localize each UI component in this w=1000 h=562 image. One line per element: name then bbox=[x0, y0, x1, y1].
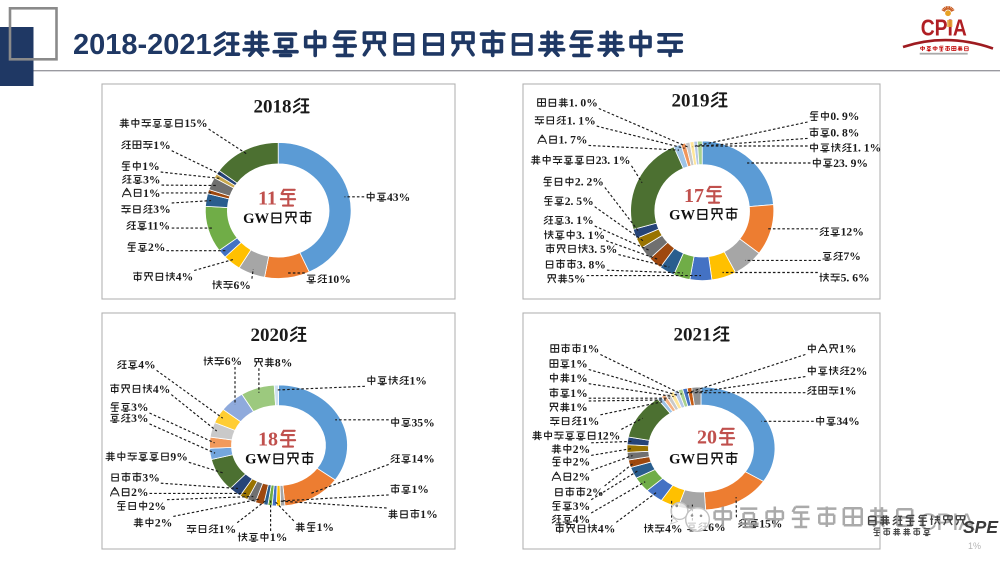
svg-text:18: 18 bbox=[258, 429, 278, 451]
svg-text:12%: 12% bbox=[597, 430, 620, 443]
svg-text:8%: 8% bbox=[275, 357, 292, 370]
svg-text:3%: 3% bbox=[153, 203, 170, 216]
svg-text:34%: 34% bbox=[837, 415, 860, 428]
svg-text:1%: 1% bbox=[839, 343, 856, 356]
svg-text:15%: 15% bbox=[759, 517, 782, 530]
svg-text:10%: 10% bbox=[328, 273, 351, 286]
svg-text:1%: 1% bbox=[570, 387, 587, 400]
svg-text:1%: 1% bbox=[153, 139, 170, 152]
svg-text:1%: 1% bbox=[420, 508, 437, 521]
svg-text:2%: 2% bbox=[149, 500, 166, 513]
svg-text:3%: 3% bbox=[573, 500, 590, 513]
svg-text:12%: 12% bbox=[841, 226, 864, 239]
svg-text:3%: 3% bbox=[131, 412, 148, 425]
svg-text:1. 7%: 1. 7% bbox=[559, 134, 588, 147]
svg-text:1%: 1% bbox=[270, 531, 287, 544]
svg-text:GW: GW bbox=[245, 452, 271, 468]
svg-text:23. 9%: 23. 9% bbox=[833, 157, 868, 170]
svg-text:6%: 6% bbox=[708, 521, 725, 534]
svg-text:3%: 3% bbox=[143, 173, 160, 186]
svg-text:1. 0%: 1. 0% bbox=[569, 97, 598, 110]
svg-text:4%: 4% bbox=[138, 359, 155, 372]
svg-text:15%: 15% bbox=[184, 117, 207, 130]
svg-text:14%: 14% bbox=[412, 453, 435, 466]
svg-text:35%: 35% bbox=[412, 416, 435, 429]
svg-text:3. 1%: 3. 1% bbox=[576, 229, 605, 242]
svg-text:1%: 1% bbox=[570, 401, 587, 414]
svg-text:2018-2021: 2018-2021 bbox=[73, 29, 212, 61]
svg-text:2021: 2021 bbox=[674, 324, 712, 345]
svg-text:1%: 1% bbox=[317, 521, 334, 534]
svg-text:1%: 1% bbox=[219, 523, 236, 536]
svg-text:2019: 2019 bbox=[672, 90, 710, 111]
svg-text:11: 11 bbox=[258, 188, 277, 210]
svg-text:43%: 43% bbox=[387, 191, 410, 204]
svg-text:GW: GW bbox=[243, 211, 269, 227]
svg-text:7%: 7% bbox=[844, 250, 861, 263]
svg-text:23. 1%: 23. 1% bbox=[596, 154, 631, 167]
svg-text:3%: 3% bbox=[131, 401, 148, 414]
svg-text:17: 17 bbox=[684, 185, 704, 207]
svg-text:2%: 2% bbox=[850, 365, 867, 378]
svg-text:6%: 6% bbox=[234, 279, 251, 292]
svg-text:0. 8%: 0. 8% bbox=[830, 127, 859, 140]
svg-text:4%: 4% bbox=[665, 523, 682, 536]
svg-text:20: 20 bbox=[697, 427, 717, 449]
svg-text:2020: 2020 bbox=[251, 325, 289, 346]
svg-text:SPE: SPE bbox=[963, 517, 999, 537]
svg-text:1%: 1% bbox=[570, 372, 587, 385]
svg-text:3. 1%: 3. 1% bbox=[565, 214, 594, 227]
svg-text:4%: 4% bbox=[573, 513, 590, 526]
svg-text:5. 6%: 5. 6% bbox=[841, 272, 870, 285]
svg-text:GW: GW bbox=[669, 452, 695, 468]
svg-text:5%: 5% bbox=[568, 273, 585, 286]
svg-text:2%: 2% bbox=[586, 486, 603, 499]
svg-text:2%: 2% bbox=[155, 517, 172, 530]
svg-text:2%: 2% bbox=[573, 443, 590, 456]
svg-text:2. 2%: 2. 2% bbox=[575, 176, 604, 189]
svg-text:9%: 9% bbox=[170, 451, 187, 464]
svg-text:GW: GW bbox=[669, 207, 695, 223]
svg-text:3. 5%: 3. 5% bbox=[588, 243, 617, 256]
svg-text:1%: 1% bbox=[839, 385, 856, 398]
svg-text:1%: 1% bbox=[412, 483, 429, 496]
svg-text:0. 9%: 0. 9% bbox=[830, 110, 859, 123]
svg-text:2%: 2% bbox=[131, 486, 148, 499]
svg-text:4%: 4% bbox=[176, 271, 193, 284]
svg-text:1. 1%: 1. 1% bbox=[567, 114, 596, 127]
svg-text:4%: 4% bbox=[598, 523, 615, 536]
svg-text:2. 5%: 2. 5% bbox=[565, 195, 594, 208]
svg-text:1%: 1% bbox=[410, 375, 427, 388]
svg-text:1. 1%: 1. 1% bbox=[852, 142, 881, 155]
svg-text:1%: 1% bbox=[143, 187, 160, 200]
svg-text:11%: 11% bbox=[148, 220, 171, 233]
svg-text:1%: 1% bbox=[582, 343, 599, 356]
svg-text:3. 8%: 3. 8% bbox=[577, 258, 606, 271]
svg-text:2%: 2% bbox=[573, 456, 590, 469]
svg-text:2018: 2018 bbox=[254, 96, 292, 117]
svg-text:1%: 1% bbox=[582, 415, 599, 428]
svg-text:2%: 2% bbox=[573, 471, 590, 484]
svg-text:1%: 1% bbox=[142, 160, 159, 173]
svg-text:CPIA: CPIA bbox=[921, 15, 967, 41]
svg-text:4%: 4% bbox=[153, 383, 170, 396]
svg-text:6%: 6% bbox=[225, 355, 242, 368]
svg-text:2%: 2% bbox=[148, 241, 165, 254]
svg-text:1%: 1% bbox=[968, 541, 981, 551]
svg-text:3%: 3% bbox=[142, 471, 159, 484]
svg-text:1%: 1% bbox=[570, 358, 587, 371]
